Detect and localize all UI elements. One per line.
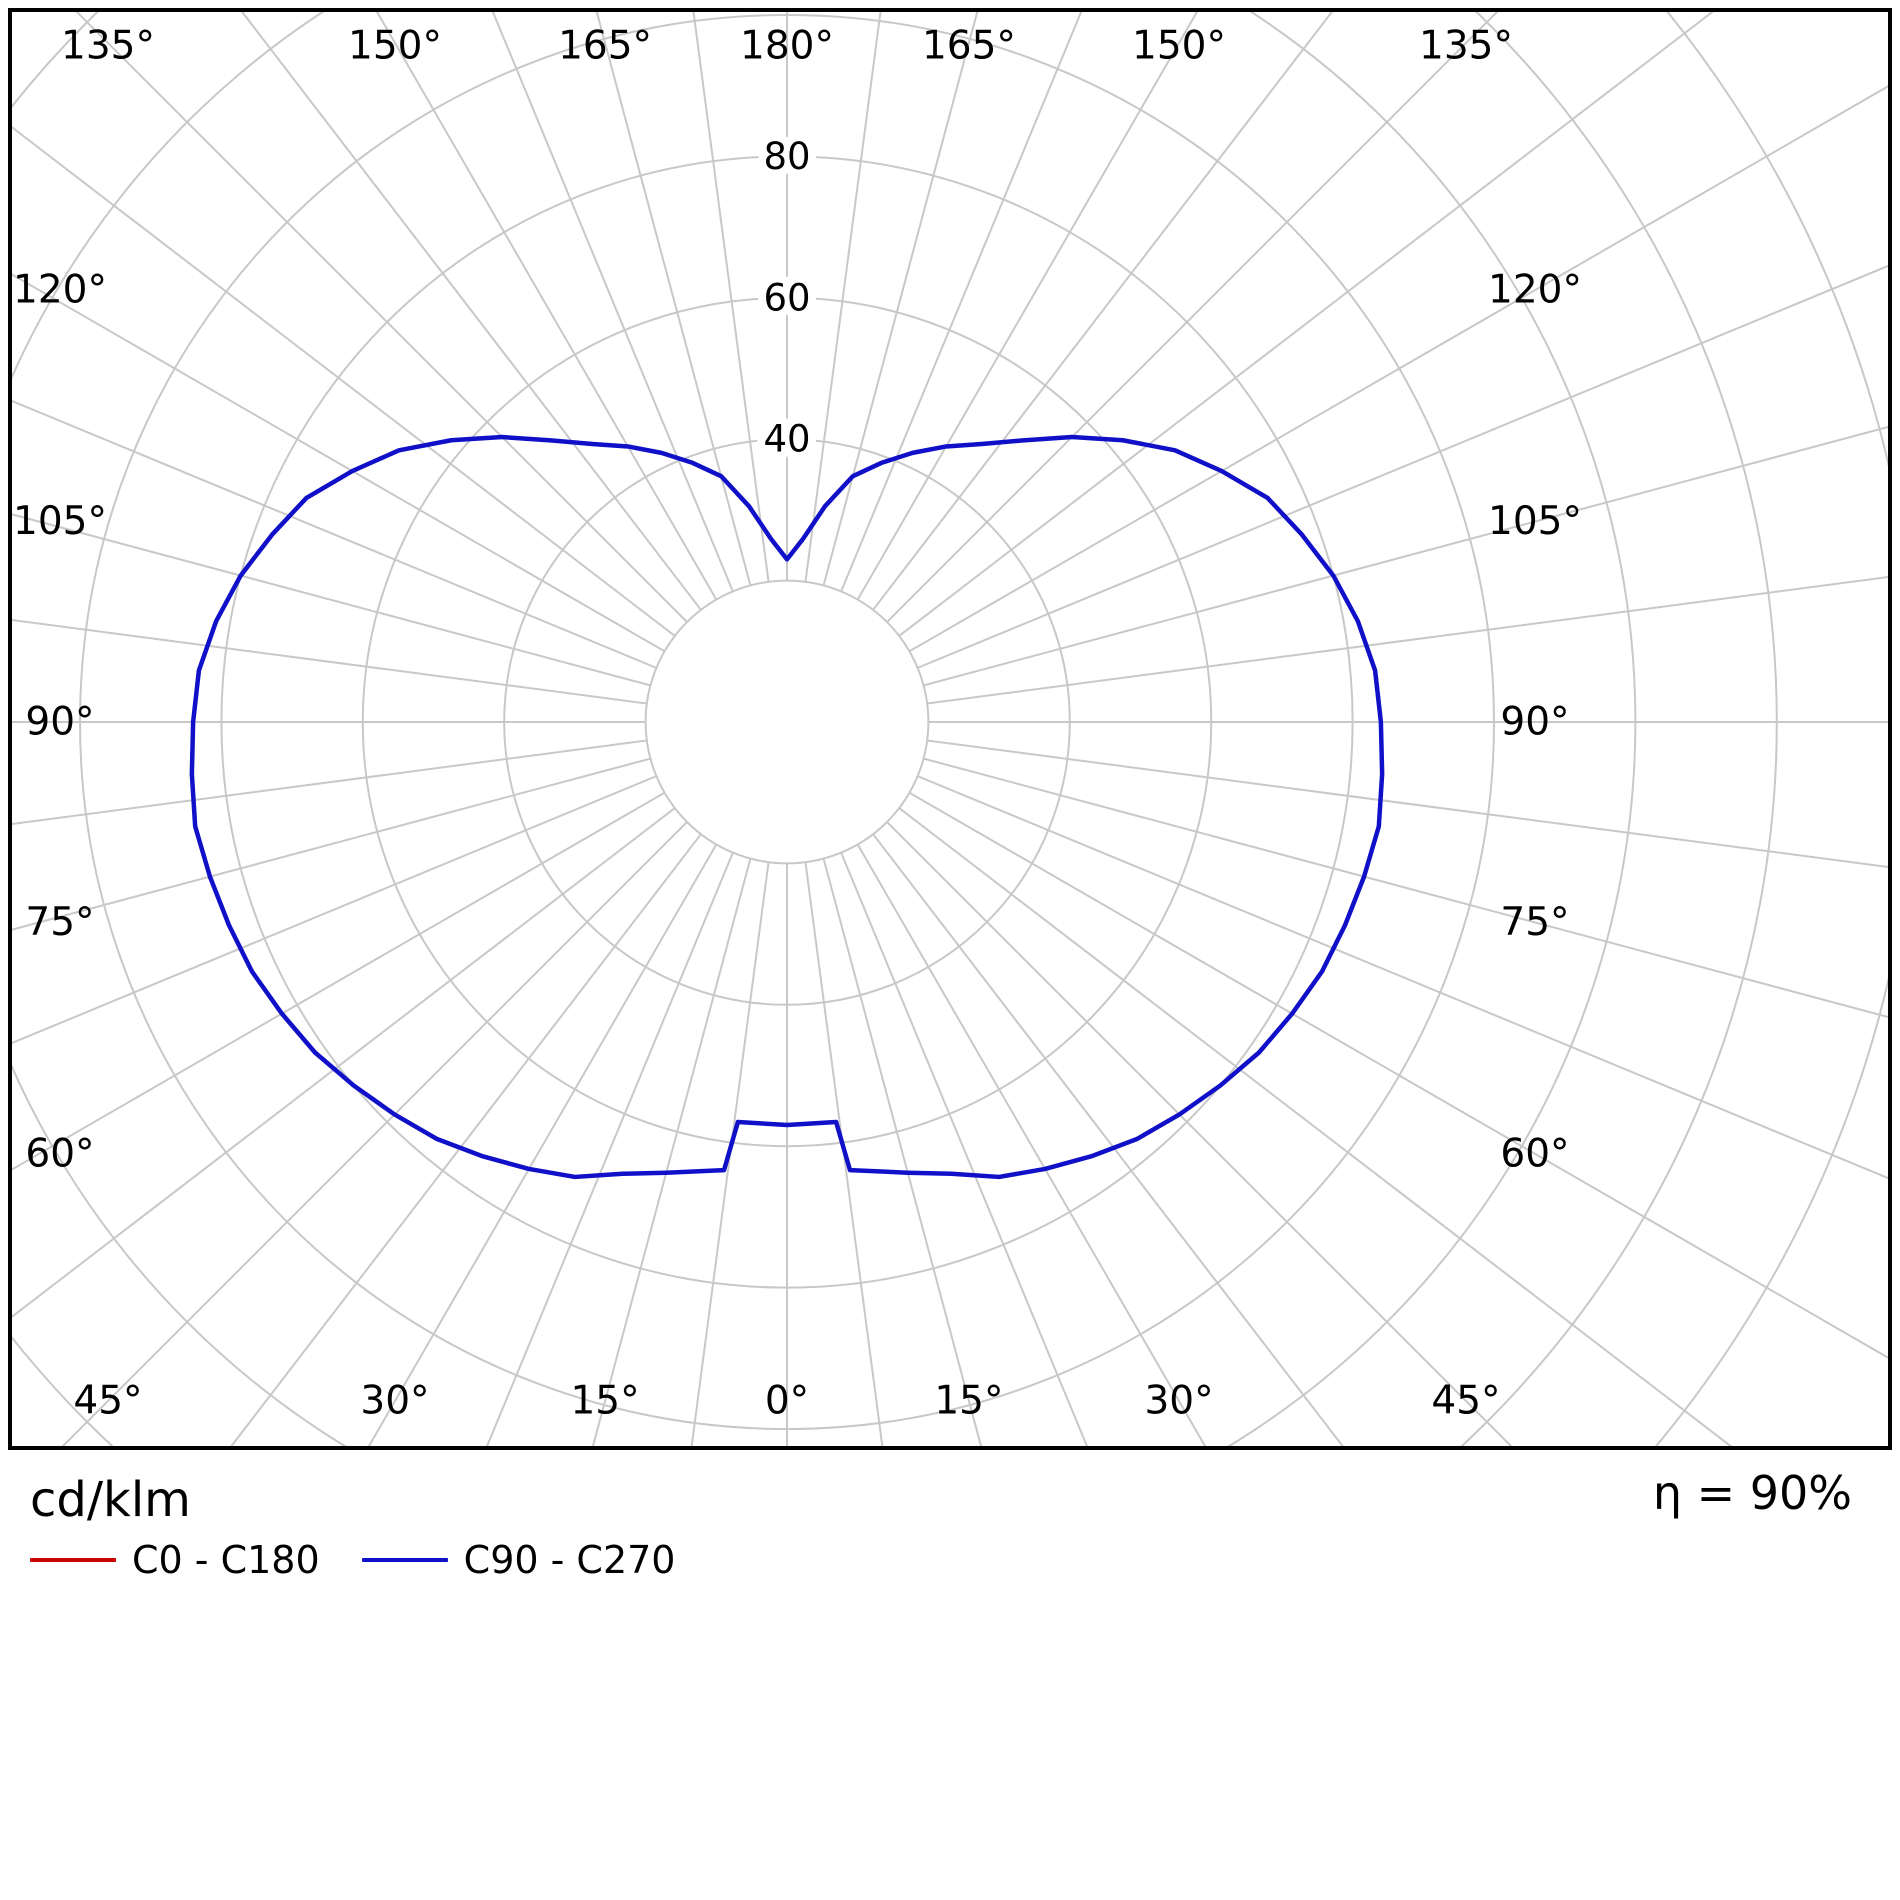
grid-ring [10, 10, 1637, 1448]
angle-label: 30° [360, 1379, 429, 1424]
grid-spoke [10, 775, 657, 1045]
angle-label: 15° [570, 1379, 639, 1424]
angle-label: 105° [1488, 499, 1582, 544]
angle-label: 165° [922, 24, 1016, 69]
grid-spoke [856, 10, 1200, 601]
grid-spoke [490, 10, 734, 592]
angle-label: 135° [61, 24, 155, 69]
efficiency-value: η = 90% [1652, 1466, 1852, 1520]
grid-spoke [822, 10, 979, 586]
grid-ring [10, 10, 1778, 1448]
angle-label: 150° [348, 24, 442, 69]
angle-label: 105° [13, 499, 107, 544]
angle-label: 75° [25, 900, 94, 945]
grid-spoke [804, 862, 884, 1448]
grid-spoke [10, 791, 666, 1172]
grid-spoke [485, 852, 734, 1448]
angle-label: 165° [558, 24, 652, 69]
angle-label: 45° [1431, 1379, 1500, 1424]
grid-spoke [595, 10, 752, 586]
angle-label: 60° [1500, 1131, 1569, 1176]
angle-label: 15° [934, 1379, 1003, 1424]
angle-label: 180° [740, 24, 834, 69]
angle-label: 150° [1132, 24, 1226, 69]
curve-c90-c270 [189, 434, 1385, 1180]
unit-label: cd/klm [30, 1472, 191, 1528]
angle-label: 75° [1500, 900, 1569, 945]
chart-frame [8, 8, 1892, 1450]
grid-spoke [10, 512, 651, 687]
grid-spoke [840, 852, 1089, 1448]
grid-spoke [923, 425, 1890, 687]
grid-spoke [927, 575, 1890, 705]
grid-spoke [59, 821, 688, 1448]
angle-label: 60° [25, 1131, 94, 1176]
grid-spoke [898, 10, 1717, 637]
legend-swatch-c90-c270 [361, 1558, 448, 1562]
grid-spoke [908, 84, 1890, 653]
legend: C0 - C180 C90 - C270 [30, 1538, 675, 1582]
grid-spoke [927, 739, 1890, 869]
grid-spoke [872, 10, 1335, 611]
ring-value-label: 80 [763, 135, 810, 178]
grid-spoke [10, 757, 651, 932]
grid-spoke [239, 10, 702, 611]
legend-swatch-c0-c180 [30, 1558, 116, 1562]
grid-spoke [690, 862, 770, 1448]
angle-label: 90° [25, 700, 94, 745]
grid-spoke [908, 791, 1890, 1360]
grid-spoke [872, 833, 1346, 1448]
grid-spoke [856, 843, 1208, 1448]
grid-spoke [898, 807, 1735, 1448]
angle-label: 30° [1144, 1379, 1213, 1424]
ring-value-label: 40 [763, 418, 810, 461]
ring-value-label: 60 [763, 276, 810, 319]
angle-label: 120° [13, 268, 107, 313]
grid-spoke [917, 264, 1890, 669]
grid-spoke [840, 10, 1084, 592]
grid-spoke [10, 399, 657, 669]
grid-spoke [591, 858, 752, 1448]
angle-label: 135° [1419, 24, 1513, 69]
legend-label-c0-c180: C0 - C180 [132, 1538, 320, 1582]
grid-spoke [822, 858, 983, 1448]
grid-spoke [886, 10, 1501, 623]
angle-label: 90° [1500, 700, 1569, 745]
grid-spoke [10, 618, 647, 705]
grid-spoke [923, 757, 1890, 1019]
grid-spoke [374, 10, 718, 601]
angle-label: 120° [1488, 268, 1582, 313]
angle-label: 45° [73, 1379, 142, 1424]
grid-spoke [228, 833, 702, 1448]
grid-spoke [10, 124, 676, 637]
grid-spoke [886, 821, 1515, 1448]
grid-spoke [10, 272, 666, 653]
grid-spoke [10, 739, 647, 826]
grid-spoke [692, 10, 770, 582]
grid-spoke [917, 775, 1890, 1180]
grid-spoke [804, 10, 882, 582]
grid-ring [644, 579, 930, 865]
grid-spoke [10, 807, 676, 1320]
grid-spoke [73, 10, 688, 623]
angle-label: 0° [765, 1379, 809, 1424]
legend-label-c90-c270: C90 - C270 [463, 1538, 676, 1582]
